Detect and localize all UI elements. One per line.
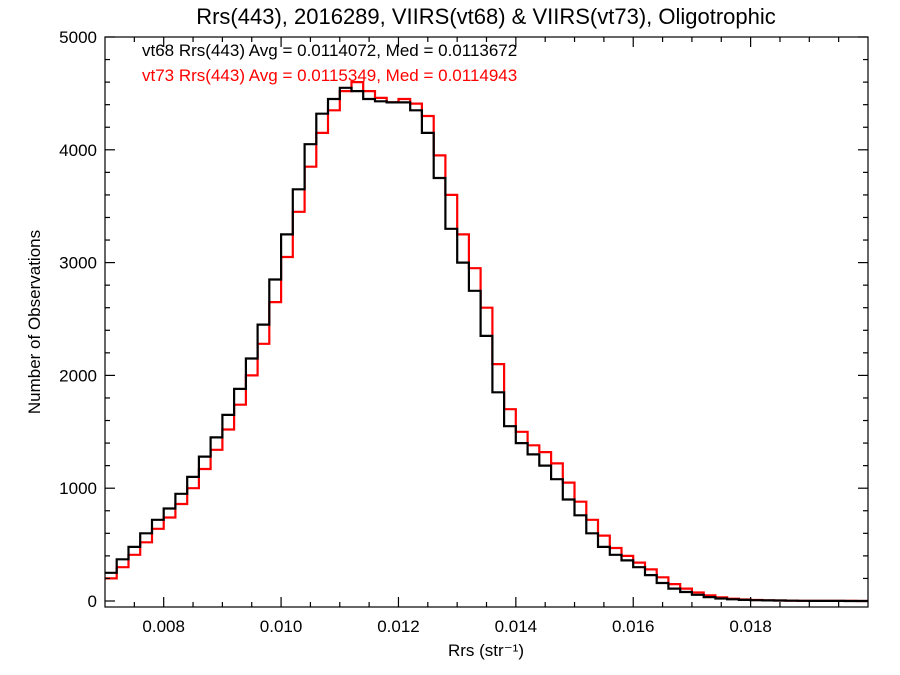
y-axis-label: Number of Observations bbox=[25, 230, 44, 414]
plot-series bbox=[105, 81, 868, 603]
plot-frame bbox=[104, 36, 869, 608]
legend: vt68 Rrs(443) Avg = 0.0114072, Med = 0.0… bbox=[142, 41, 517, 85]
x-axis-label: Rrs (str⁻¹) bbox=[448, 641, 524, 660]
x-axis: 0.008 0.010 0.012 0.014 0.016 0.018 bbox=[133, 37, 840, 636]
x-tick-label: 0.012 bbox=[377, 617, 420, 636]
y-tick-label: 0 bbox=[88, 592, 97, 611]
series-vt68 bbox=[105, 86, 868, 603]
x-tick-label: 0.014 bbox=[495, 617, 538, 636]
y-tick-label: 4000 bbox=[59, 141, 97, 160]
x-tick-label: 0.010 bbox=[260, 617, 303, 636]
y-tick-label: 2000 bbox=[59, 366, 97, 385]
x-tick-label: 0.016 bbox=[612, 617, 655, 636]
legend-entry: vt73 Rrs(443) Avg = 0.0115349, Med = 0.0… bbox=[142, 66, 517, 85]
x-tick-label: 0.008 bbox=[142, 617, 185, 636]
chart-title: Rrs(443), 2016289, VIIRS(vt68) & VIIRS(v… bbox=[196, 4, 776, 29]
y-tick-label: 3000 bbox=[59, 254, 97, 273]
legend-entry: vt68 Rrs(443) Avg = 0.0114072, Med = 0.0… bbox=[142, 41, 517, 60]
series-vt73 bbox=[105, 81, 868, 603]
x-tick-label: 0.018 bbox=[729, 617, 772, 636]
y-tick-label: 5000 bbox=[59, 28, 97, 47]
y-tick-label: 1000 bbox=[59, 479, 97, 498]
y-axis: 0 1000 2000 3000 4000 5000 bbox=[59, 28, 868, 611]
